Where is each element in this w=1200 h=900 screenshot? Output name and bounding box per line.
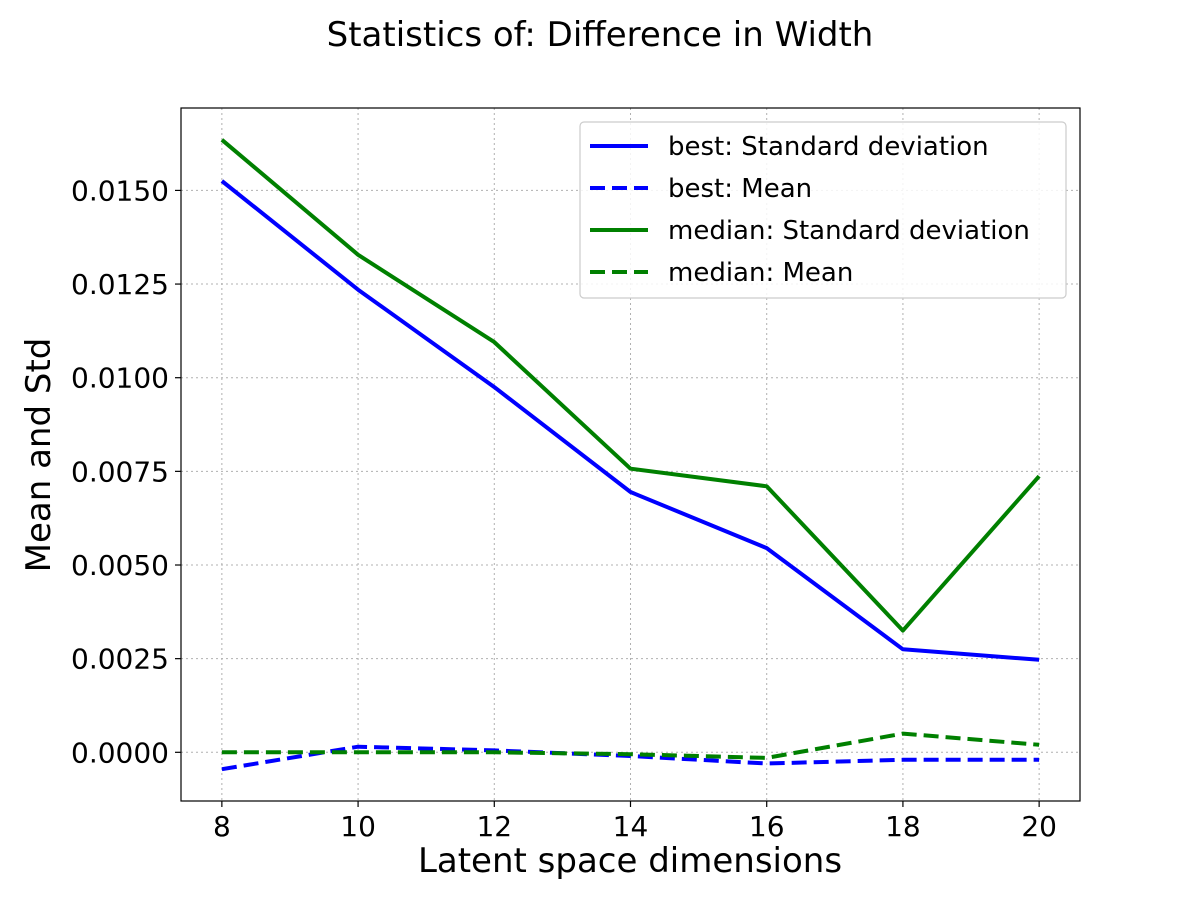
series-line-3	[221, 731, 1040, 760]
y-tick-label: 0.0000	[71, 736, 169, 769]
legend-label: median: Standard deviation	[668, 216, 1030, 246]
legend-label: best: Standard deviation	[668, 132, 989, 162]
legend: best: Standard deviation best: Mean median…	[579, 121, 1067, 299]
series-line-0	[220, 179, 1040, 662]
y-tick-label: 0.0075	[71, 455, 169, 488]
series-line-1	[221, 744, 1040, 772]
x-tick-label: 14	[613, 810, 649, 843]
y-tick-label: 0.0100	[71, 362, 169, 395]
series-lines	[220, 138, 1041, 772]
chart-title: Statistics of: Difference in Width	[327, 15, 874, 55]
y-axis-label: Mean and Std	[19, 338, 59, 573]
legend-box	[579, 121, 1067, 299]
legend-label: median: Mean	[668, 258, 853, 288]
series-line-2	[220, 138, 1041, 633]
x-tick-label: 12	[476, 810, 512, 843]
y-tick-label: 0.0025	[71, 643, 169, 676]
x-tick-label: 16	[749, 810, 785, 843]
x-tick-label: 8	[213, 810, 231, 843]
y-tick-label: 0.0050	[71, 549, 169, 582]
x-tick-label: 18	[885, 810, 921, 843]
x-tick-label: 20	[1021, 810, 1057, 843]
legend-label: best: Mean	[668, 174, 812, 204]
x-axis-label: Latent space dimensions	[418, 841, 842, 881]
x-axis-ticks: 8 10 12 14 16 18 20	[213, 801, 1057, 843]
y-axis-ticks: 0.0000 0.0025 0.0050 0.0075 0.0100 0.0125 0.01…	[71, 174, 181, 769]
y-tick-label: 0.0150	[71, 174, 169, 207]
y-tick-label: 0.0125	[71, 268, 169, 301]
x-tick-label: 10	[340, 810, 376, 843]
